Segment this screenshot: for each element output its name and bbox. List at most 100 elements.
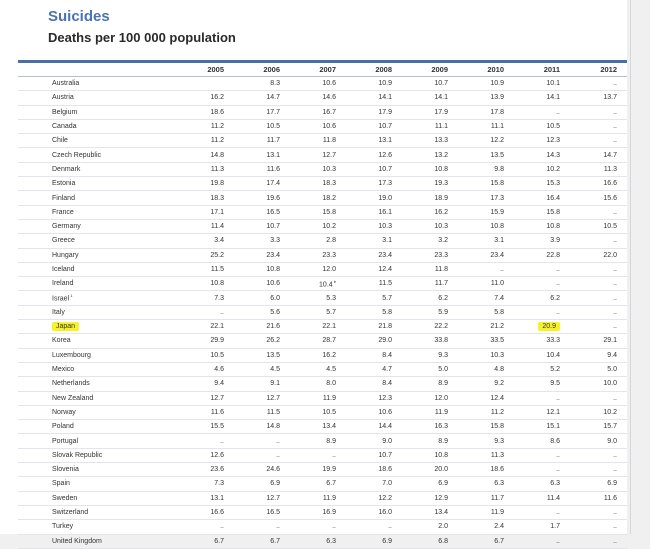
value-text: 10.8	[434, 451, 448, 459]
value-cell: 11.6	[178, 405, 234, 421]
country-cell: Netherlands	[18, 376, 178, 392]
value-cell: ..	[514, 262, 570, 278]
value-text: 7.3	[214, 480, 224, 488]
value-cell: 16.1	[346, 205, 402, 220]
value-cell: ..	[570, 290, 627, 306]
value-text: ..	[556, 394, 560, 402]
value-cell: 10.3	[402, 219, 458, 235]
value-text: 10.4	[319, 281, 333, 289]
value-cell: 10.5	[570, 219, 627, 235]
value-text: 15.3	[546, 180, 560, 188]
value-cell: 3.3	[234, 233, 290, 249]
value-text: 19.8	[210, 180, 224, 188]
suicides-table: 2005 2006 2007 2008 2009 2010 2011 2012 Austral…	[18, 63, 627, 549]
value-cell: 5.3	[290, 290, 346, 306]
value-text: 3.4	[214, 237, 224, 245]
value-cell: 14.6	[290, 90, 346, 106]
value-cell: 10.4	[514, 348, 570, 363]
value-text: ..	[276, 451, 280, 459]
value-text: 11.8	[434, 266, 448, 273]
value-text: 2.8	[326, 237, 336, 245]
value-cell: 10.6	[290, 119, 346, 135]
value-text: ..	[276, 437, 280, 445]
country-cell: New Zealand	[18, 391, 178, 406]
value-cell: ..	[514, 462, 570, 478]
value-cell: 11.6	[570, 491, 627, 506]
value-cell: 11.7	[402, 276, 458, 292]
value-cell: 12.7	[178, 391, 234, 406]
value-cell: 17.7	[234, 105, 290, 120]
value-cell: 23.4	[458, 248, 514, 263]
value-cell: 23.4	[234, 248, 290, 263]
value-text: 9.8	[494, 165, 504, 173]
value-text: 10.6	[378, 408, 392, 416]
value-text: 12.7	[266, 394, 280, 402]
header-rule	[18, 60, 627, 63]
value-cell: 12.0	[290, 262, 346, 278]
year-header: 2010	[458, 63, 514, 77]
value-text: 9.0	[607, 437, 617, 445]
value-cell: 13.1	[234, 147, 290, 163]
country-name: Luxembourg	[52, 351, 91, 359]
value-text: 14.3	[546, 151, 560, 159]
value-text: 18.6	[210, 108, 224, 116]
country-name: Czech Republic	[52, 151, 102, 159]
value-text: 5.6	[270, 308, 280, 316]
value-text: 10.6	[266, 280, 280, 288]
country-cell: Switzerland	[18, 505, 178, 521]
value-text: 16.6	[210, 509, 224, 517]
table-row: Portugal.... 8.9 9.0 8.9 9.3 8.6 9.0	[18, 433, 627, 449]
value-cell: ..	[570, 276, 627, 292]
table-row: Korea 29.9 26.2 28.7 29.0 33.8 33.5 33.3 29.1	[18, 333, 627, 349]
value-cell: 15.8	[458, 419, 514, 435]
value-cell: 14.1	[346, 90, 402, 106]
footnote-mark: b	[332, 279, 336, 285]
value-cell: 15.5	[178, 419, 234, 435]
country-cell: Portugal	[18, 433, 178, 449]
value-cell: 10.5	[290, 405, 346, 421]
country-name: Mexico	[52, 366, 75, 374]
value-cell: 11.9	[290, 391, 346, 406]
value-cell: 23.6	[178, 462, 234, 478]
value-cell: 13.1	[346, 133, 402, 149]
value-cell: 9.4	[178, 376, 234, 392]
value-text: 8.9	[438, 380, 448, 388]
value-cell: 5.6	[234, 305, 290, 321]
country-cell: Germany	[18, 219, 178, 235]
year-header: 2005	[178, 63, 234, 77]
value-cell: 22.1	[178, 319, 234, 335]
value-cell: 10.7	[346, 162, 402, 178]
value-cell: 11.3	[178, 162, 234, 178]
value-cell: 12.2	[346, 491, 402, 506]
value-cell: 5.2	[514, 362, 570, 378]
value-cell: 14.7	[570, 147, 627, 163]
country-name: Korea	[52, 337, 71, 345]
country-cell: Finland	[18, 190, 178, 206]
value-cell: 12.7	[290, 147, 346, 163]
country-name: Austria	[52, 94, 74, 102]
value-text: 10.2	[546, 165, 560, 173]
value-text: 6.9	[270, 480, 280, 488]
value-cell: ..	[514, 305, 570, 321]
country-cell: Belgium	[18, 105, 178, 120]
value-text: 22.0	[603, 251, 617, 259]
value-text: 13.1	[266, 151, 280, 159]
value-cell: 16.2	[178, 90, 234, 106]
value-cell: 9.0	[346, 433, 402, 449]
value-cell: 10.2	[514, 162, 570, 178]
country-cell: Czech Republic	[18, 147, 178, 163]
country-name: Hungary	[52, 251, 79, 259]
value-cell: ..	[570, 505, 627, 521]
year-header: 2011	[514, 63, 570, 77]
table-row: Estonia 19.8 17.4 18.3 17.3 19.3 15.8 15.3 16.6	[18, 176, 627, 192]
value-cell: 24.6	[234, 462, 290, 478]
value-text: ..	[613, 323, 617, 331]
value-text: 5.0	[438, 366, 448, 374]
year-header: 2006	[234, 63, 290, 77]
value-cell: 29.9	[178, 333, 234, 349]
value-cell: 16.9	[290, 505, 346, 521]
value-cell: 29.1	[570, 333, 627, 349]
value-text: 11.3	[490, 451, 504, 459]
value-cell: 28.7	[290, 333, 346, 349]
value-text: ..	[613, 394, 617, 402]
